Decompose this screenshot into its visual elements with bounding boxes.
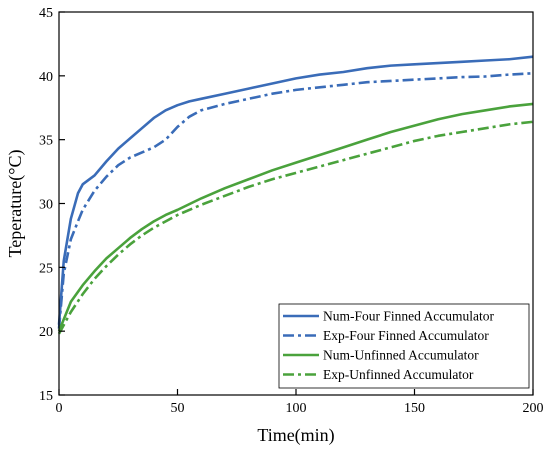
y-tick-label: 30: [39, 198, 53, 213]
y-tick-label: 25: [39, 261, 53, 276]
series-line-4: [57, 120, 534, 335]
y-tick-label: 15: [39, 389, 53, 404]
tick-labels: 0 50 100 150 200 15 20 25 30 35 40 45: [39, 6, 544, 416]
x-tick-label: 100: [286, 401, 307, 416]
series-line-2: [57, 71, 534, 329]
y-tick-label: 45: [39, 6, 53, 21]
x-tick-label: 0: [56, 401, 63, 416]
plot-frame: [58, 11, 534, 396]
legend-box: [278, 303, 530, 389]
legend: Num-Four Finned Accumulator Exp-Four Finn…: [278, 303, 530, 389]
legend-label-4: Exp-Unfinned Accumulator: [323, 367, 474, 382]
series-line-3: [57, 102, 534, 332]
y-axis-title: Teperature(°C): [5, 150, 26, 258]
x-tick-label: 150: [404, 401, 425, 416]
legend-label-2: Exp-Four Finned Accumulator: [323, 328, 489, 343]
y-tick-label: 20: [39, 325, 53, 340]
series-group: [57, 55, 534, 335]
y-tick-label: 35: [39, 134, 53, 149]
y-tick-label: 40: [39, 70, 53, 85]
legend-label-1: Num-Four Finned Accumulator: [323, 309, 494, 324]
series-line-1: [57, 55, 534, 325]
legend-label-3: Num-Unfinned Accumulator: [323, 348, 479, 363]
x-tick-label: 200: [523, 401, 544, 416]
x-axis-title: Time(min): [257, 425, 334, 446]
x-tick-label: 50: [171, 401, 185, 416]
